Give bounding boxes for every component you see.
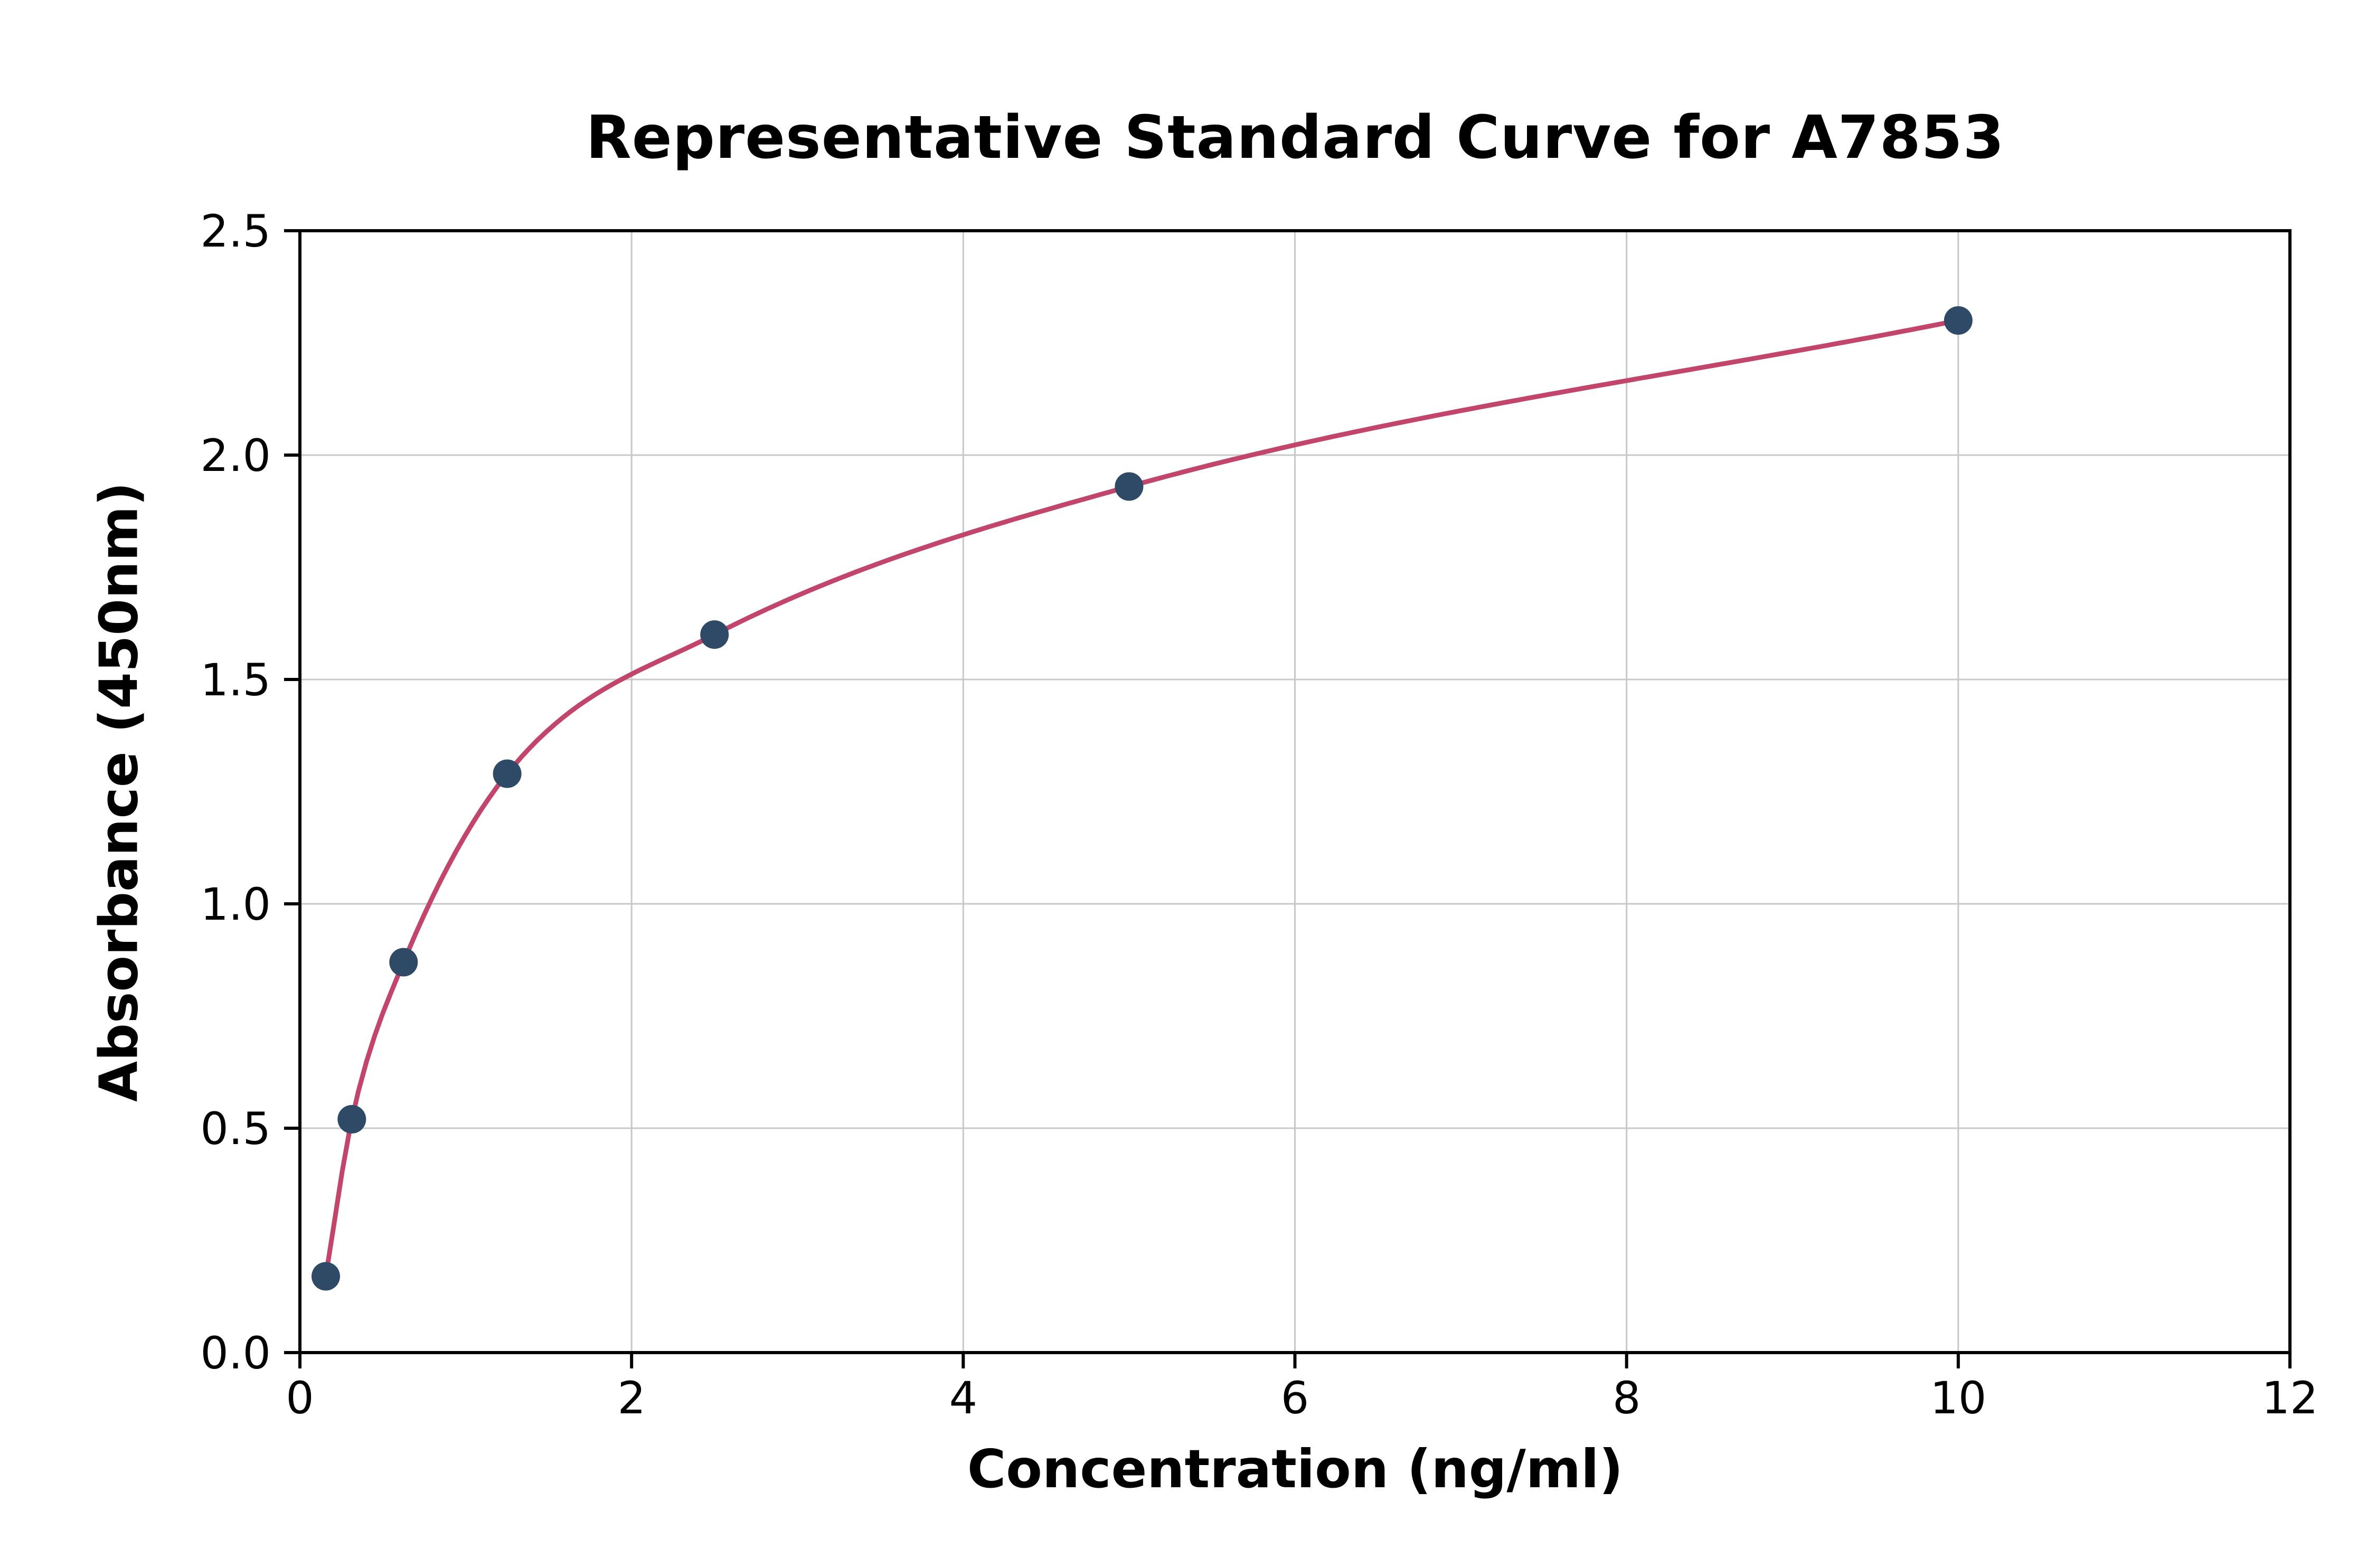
x-tick-label: 10 [1930, 1372, 1986, 1424]
data-point [493, 759, 522, 788]
y-tick-label: 0.0 [200, 1327, 271, 1379]
data-point [311, 1262, 340, 1291]
fit-curve [323, 318, 1961, 1279]
x-tick-label: 8 [1613, 1372, 1640, 1424]
data-point [1115, 472, 1144, 501]
x-axis-label: Concentration (ng/ml) [967, 1438, 1624, 1500]
data-point [700, 620, 729, 649]
x-tick-label: 4 [949, 1372, 977, 1424]
x-tick-label: 6 [1281, 1372, 1309, 1424]
y-tick-label: 1.0 [200, 879, 271, 930]
y-tick-label: 0.5 [200, 1103, 271, 1155]
data-point [337, 1105, 366, 1134]
y-tick-label: 1.5 [200, 654, 271, 706]
y-tick-label: 2.5 [200, 205, 271, 257]
data-point [389, 948, 418, 977]
x-tick-label: 0 [286, 1372, 314, 1424]
data-point [1944, 306, 1973, 335]
chart-title: Representative Standard Curve for A7853 [586, 103, 2005, 172]
x-tick-label: 2 [617, 1372, 645, 1424]
x-tick-label: 12 [2262, 1372, 2318, 1424]
y-tick-label: 2.0 [200, 430, 271, 481]
